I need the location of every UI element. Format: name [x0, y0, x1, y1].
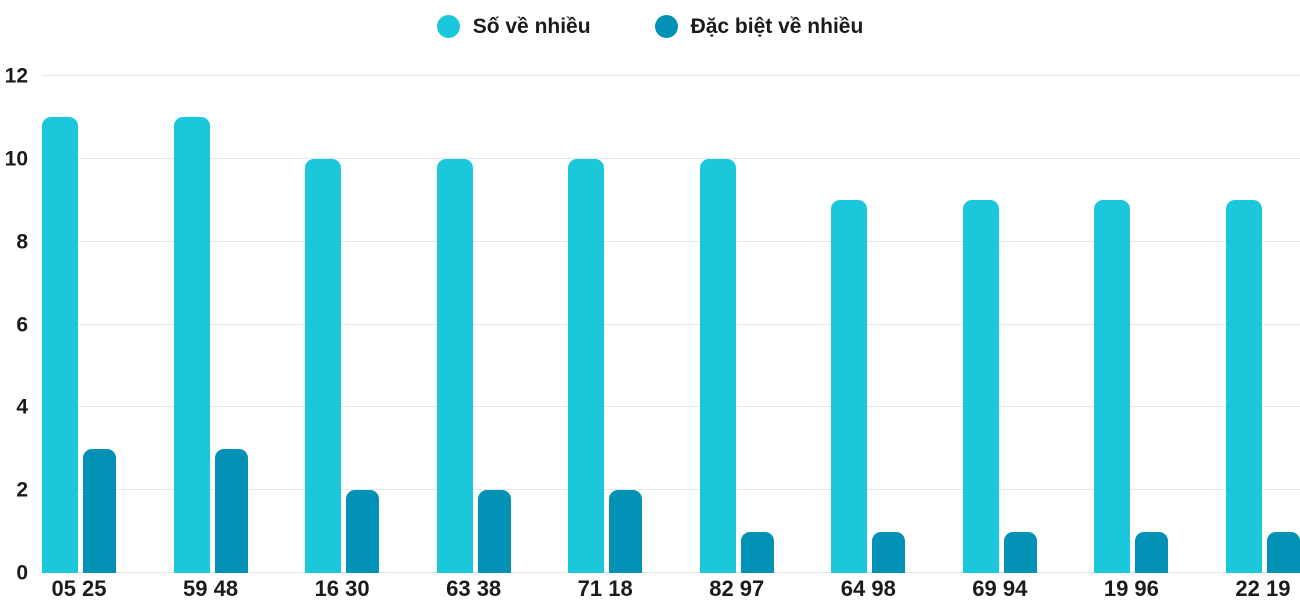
bar-dac-biet-ve-nhieu	[1266, 531, 1300, 573]
bar-group: 19 96	[1094, 76, 1169, 600]
gridline	[42, 75, 1300, 76]
bar-dac-biet-ve-nhieu	[83, 448, 116, 573]
plot-area: 05 25 59 48 16 30 63 38 71 18 82 97 64 98 69 94…	[42, 75, 1300, 600]
gridline	[42, 157, 1300, 159]
bar-dac-biet-ve-nhieu	[1003, 531, 1037, 573]
y-tick-label: 12	[4, 64, 28, 88]
bar-so-ve-nhieu	[962, 200, 999, 573]
bar-group: 16 30	[305, 76, 380, 600]
bar-dac-biet-ve-nhieu	[1135, 531, 1169, 573]
y-tick-label: 10	[4, 147, 28, 171]
bar-group: 69 94	[962, 76, 1037, 600]
bar-so-ve-nhieu	[173, 117, 210, 573]
x-tick-label: 82 97	[709, 576, 765, 600]
bar-so-ve-nhieu	[436, 158, 473, 573]
y-axis: 0 2 4 6 8 10 12	[0, 0, 30, 600]
bar-dac-biet-ve-nhieu	[214, 448, 248, 573]
x-tick-label: 05 25	[51, 576, 107, 600]
bar-group: 64 98	[831, 76, 906, 600]
bar-so-ve-nhieu	[699, 158, 736, 573]
bar-so-ve-nhieu	[42, 117, 78, 573]
legend-item-dac-biet-ve-nhieu[interactable]: Đặc biệt về nhiều	[654, 14, 864, 38]
y-tick-label: 8	[16, 230, 28, 254]
legend-label-dac-biet-ve-nhieu: Đặc biệt về nhiều	[690, 14, 864, 38]
bar-group: 71 18	[568, 76, 643, 600]
bar-so-ve-nhieu	[568, 158, 605, 573]
bar-group: 59 48	[173, 76, 248, 600]
bar-so-ve-nhieu	[1094, 200, 1131, 573]
legend-label-so-ve-nhieu: Số về nhiều	[472, 14, 591, 38]
x-tick-label: 69 94	[972, 576, 1028, 600]
y-tick-label: 6	[16, 313, 28, 336]
bar-dac-biet-ve-nhieu	[477, 490, 511, 573]
bar-group: 22 19	[1225, 76, 1300, 600]
bar-so-ve-nhieu	[831, 200, 868, 573]
chart-legend: Số về nhiều Đặc biệt về nhiều	[0, 10, 1300, 42]
bar-dac-biet-ve-nhieu	[740, 531, 774, 573]
bar-groups: 05 25 59 48 16 30 63 38 71 18 82 97 64 98 69 94…	[42, 76, 1300, 600]
legend-marker-icon	[654, 14, 678, 38]
x-tick-label: 59 48	[183, 576, 239, 600]
legend-marker-icon	[436, 14, 460, 38]
y-tick-label: 2	[16, 478, 28, 502]
x-tick-label: 22 19	[1235, 576, 1291, 600]
gridline	[42, 406, 1300, 408]
bar-dac-biet-ve-nhieu	[346, 490, 380, 573]
x-tick-label: 19 96	[1103, 576, 1159, 600]
gridline	[42, 240, 1300, 242]
bar-dac-biet-ve-nhieu	[609, 490, 643, 573]
bar-so-ve-nhieu	[305, 158, 342, 573]
bar-group: 63 38	[436, 76, 511, 600]
x-tick-label: 63 38	[446, 576, 502, 600]
y-tick-label: 4	[16, 395, 28, 419]
y-tick-label: 0	[16, 561, 28, 585]
gridline	[42, 572, 1300, 573]
bar-dac-biet-ve-nhieu	[872, 531, 906, 573]
x-tick-label: 71 18	[577, 576, 633, 600]
bar-so-ve-nhieu	[1225, 200, 1262, 573]
gridline	[42, 489, 1300, 491]
legend-item-so-ve-nhieu[interactable]: Số về nhiều	[436, 14, 591, 38]
bar-group: 05 25	[42, 76, 116, 600]
gridline	[42, 323, 1300, 325]
x-tick-label: 64 98	[840, 576, 896, 600]
bar-group: 82 97	[699, 76, 774, 600]
x-tick-label: 16 30	[314, 576, 370, 600]
